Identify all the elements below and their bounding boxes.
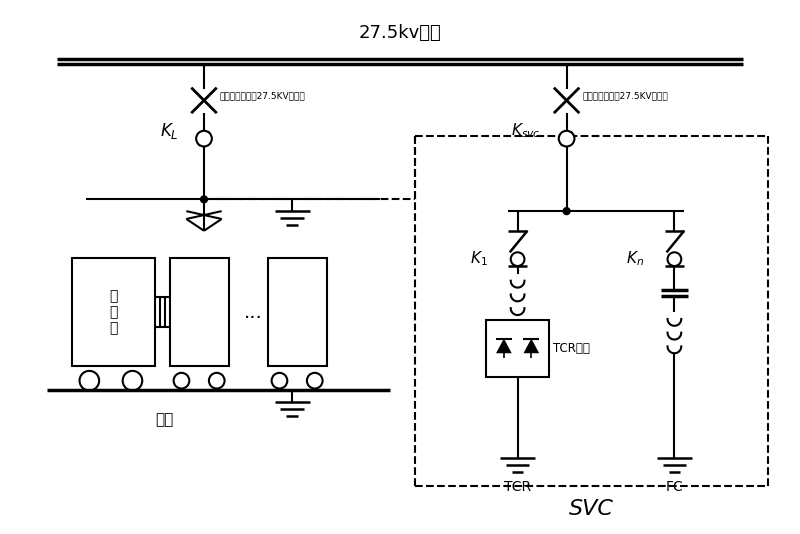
Circle shape [174, 373, 190, 389]
Bar [170, 258, 229, 366]
Text: 27.5kv母线: 27.5kv母线 [358, 24, 442, 42]
Bar [72, 258, 155, 366]
Polygon shape [496, 339, 512, 353]
Circle shape [667, 252, 682, 266]
Text: SVC: SVC [569, 499, 614, 519]
Circle shape [563, 208, 570, 215]
Circle shape [558, 131, 574, 146]
Text: TCR: TCR [504, 481, 531, 494]
Text: $K_{svc}$: $K_{svc}$ [510, 121, 540, 140]
Text: 机
车
头: 机 车 头 [109, 289, 118, 335]
Circle shape [196, 131, 212, 146]
Circle shape [272, 373, 287, 389]
Bar [486, 320, 549, 377]
Circle shape [201, 196, 207, 203]
Text: FC: FC [666, 481, 683, 494]
Text: $K_n$: $K_n$ [626, 249, 644, 268]
Polygon shape [523, 339, 539, 353]
Circle shape [122, 371, 142, 390]
Circle shape [79, 371, 99, 390]
Text: TCR阀组: TCR阀组 [553, 342, 590, 355]
Text: ...: ... [244, 303, 262, 321]
Text: $K_1$: $K_1$ [470, 249, 487, 268]
Text: 铁轨: 铁轨 [156, 412, 174, 427]
Text: $K_L$: $K_L$ [160, 121, 179, 141]
Text: 高压开关（真窒27.5KV专用）: 高压开关（真窒27.5KV专用） [582, 91, 668, 100]
Circle shape [307, 373, 322, 389]
Circle shape [510, 252, 525, 266]
Circle shape [209, 373, 225, 389]
Bar [268, 258, 326, 366]
Text: 高压开关（真窒27.5KV专用）: 高压开关（真窒27.5KV专用） [220, 91, 306, 100]
